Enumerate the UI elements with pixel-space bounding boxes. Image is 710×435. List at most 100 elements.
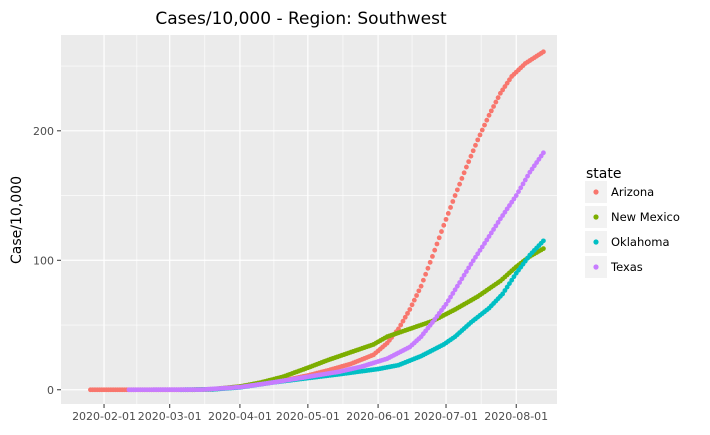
data-point-arizona bbox=[461, 170, 467, 176]
data-point-arizona bbox=[434, 241, 440, 247]
data-point-oklahoma bbox=[507, 281, 512, 286]
data-point-oklahoma bbox=[504, 284, 510, 290]
data-point-texas bbox=[482, 241, 487, 246]
data-point-texas bbox=[468, 261, 474, 267]
x-tick-label: 2020-04-01 bbox=[208, 410, 272, 423]
data-point-arizona bbox=[416, 288, 422, 294]
data-point-texas bbox=[452, 287, 458, 293]
data-point-texas bbox=[461, 272, 467, 278]
x-tick-label: 2020-07-01 bbox=[414, 410, 478, 423]
data-point-arizona bbox=[475, 137, 481, 143]
legend-label-arizona: Arizona bbox=[611, 185, 654, 199]
data-point-texas bbox=[488, 230, 494, 236]
data-point-texas bbox=[541, 150, 546, 156]
data-point-texas bbox=[448, 294, 453, 300]
data-point-texas bbox=[473, 254, 478, 260]
x-axis: 2020-02-01 2020-03-01 2020-04-01 2020-05-01… bbox=[72, 404, 548, 423]
x-tick-label: 2020-06-01 bbox=[346, 410, 410, 423]
data-points bbox=[88, 49, 546, 393]
data-point-arizona bbox=[497, 90, 503, 96]
data-point-texas bbox=[479, 244, 485, 250]
data-point-arizona bbox=[491, 104, 496, 109]
data-point-texas bbox=[486, 234, 492, 239]
data-point-arizona bbox=[407, 307, 413, 312]
legend-marker-new-mexico bbox=[593, 214, 599, 220]
series-texas bbox=[126, 150, 546, 393]
y-tick-label: 100 bbox=[33, 254, 54, 267]
data-point-texas bbox=[466, 265, 472, 271]
data-point-oklahoma bbox=[509, 277, 515, 283]
legend-marker-arizona bbox=[593, 189, 599, 195]
data-point-texas bbox=[522, 177, 528, 183]
x-tick-label: 2020-05-01 bbox=[276, 410, 340, 423]
data-point-arizona bbox=[484, 117, 490, 123]
data-point-arizona bbox=[502, 84, 508, 89]
data-point-arizona bbox=[409, 302, 415, 308]
data-point-texas bbox=[450, 291, 456, 296]
data-point-texas bbox=[459, 276, 465, 282]
data-point-oklahoma bbox=[541, 238, 546, 244]
data-point-texas bbox=[445, 298, 451, 304]
data-point-texas bbox=[454, 283, 460, 289]
chart-title: Cases/10,000 - Region: Southwest bbox=[155, 9, 447, 29]
y-axis: 0 100 200 bbox=[33, 125, 61, 397]
data-point-arizona bbox=[423, 271, 429, 277]
data-point-texas bbox=[525, 173, 530, 179]
data-point-arizona bbox=[470, 148, 476, 154]
data-point-arizona bbox=[418, 283, 424, 289]
data-point-oklahoma bbox=[502, 288, 508, 293]
data-point-arizona bbox=[477, 132, 483, 138]
data-point-arizona bbox=[454, 187, 460, 193]
data-point-arizona bbox=[482, 122, 487, 128]
data-point-arizona bbox=[486, 112, 492, 118]
data-point-arizona bbox=[459, 176, 465, 181]
data-point-arizona bbox=[504, 80, 510, 86]
data-point-arizona bbox=[405, 310, 410, 316]
x-tick-label: 2020-08-01 bbox=[484, 410, 548, 423]
data-point-texas bbox=[475, 251, 481, 257]
data-point-arizona bbox=[541, 49, 546, 55]
data-point-arizona bbox=[493, 99, 499, 105]
data-point-arizona bbox=[507, 77, 512, 83]
data-point-arizona bbox=[468, 153, 474, 159]
data-point-arizona bbox=[425, 265, 431, 271]
data-point-texas bbox=[443, 301, 449, 307]
data-point-arizona bbox=[420, 277, 426, 283]
plot-panel bbox=[61, 35, 557, 404]
data-point-arizona bbox=[500, 87, 506, 93]
data-point-arizona bbox=[411, 297, 417, 303]
data-point-arizona bbox=[441, 222, 447, 228]
data-point-arizona bbox=[439, 229, 444, 234]
data-point-texas bbox=[491, 227, 496, 232]
y-tick-label: 0 bbox=[47, 384, 54, 397]
data-point-arizona bbox=[450, 199, 456, 204]
data-point-texas bbox=[464, 269, 469, 274]
x-tick-label: 2020-03-01 bbox=[138, 410, 202, 423]
legend-marker-texas bbox=[593, 264, 599, 270]
data-point-arizona bbox=[427, 259, 433, 265]
data-point-texas bbox=[495, 219, 501, 225]
data-point-arizona bbox=[457, 181, 463, 187]
data-point-arizona bbox=[479, 127, 485, 133]
data-point-arizona bbox=[430, 254, 435, 259]
data-point-texas bbox=[518, 185, 524, 191]
data-point-arizona bbox=[495, 95, 501, 101]
data-point-arizona bbox=[452, 193, 458, 198]
data-point-texas bbox=[484, 237, 490, 243]
data-point-arizona bbox=[400, 318, 406, 324]
y-tick-label: 200 bbox=[33, 125, 54, 138]
legend-label-new-mexico: New Mexico bbox=[611, 210, 680, 224]
legend-label-oklahoma: Oklahoma bbox=[611, 235, 670, 249]
data-point-texas bbox=[513, 193, 519, 198]
data-point-arizona bbox=[436, 235, 442, 241]
data-point-texas bbox=[470, 258, 476, 264]
data-point-texas bbox=[477, 247, 483, 253]
data-point-arizona bbox=[414, 293, 419, 298]
legend: state Arizona New Mexico Oklahoma Texas bbox=[585, 166, 680, 278]
data-point-arizona bbox=[445, 211, 451, 216]
data-point-arizona bbox=[443, 216, 449, 222]
data-point-arizona bbox=[432, 247, 438, 253]
data-point-texas bbox=[520, 181, 526, 187]
data-point-arizona bbox=[473, 142, 478, 148]
